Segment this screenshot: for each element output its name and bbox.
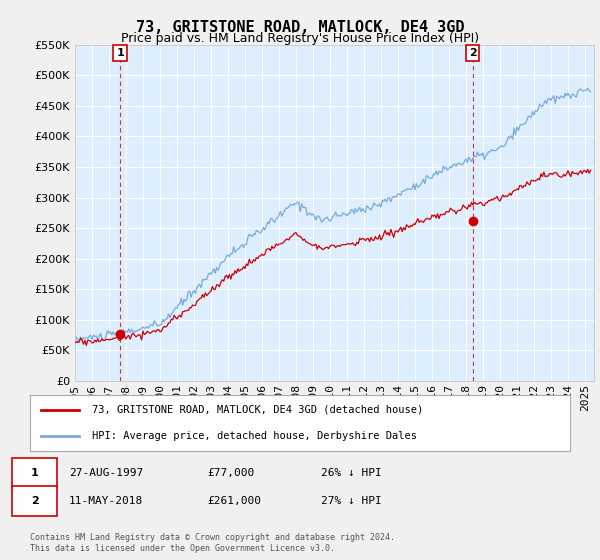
Text: 1: 1 xyxy=(116,48,124,58)
Text: 2: 2 xyxy=(469,48,476,58)
Text: 73, GRITSTONE ROAD, MATLOCK, DE4 3GD: 73, GRITSTONE ROAD, MATLOCK, DE4 3GD xyxy=(136,20,464,35)
Text: 2: 2 xyxy=(31,496,38,506)
Text: 73, GRITSTONE ROAD, MATLOCK, DE4 3GD (detached house): 73, GRITSTONE ROAD, MATLOCK, DE4 3GD (de… xyxy=(92,405,424,415)
Text: 1: 1 xyxy=(31,468,38,478)
Text: 26% ↓ HPI: 26% ↓ HPI xyxy=(321,468,382,478)
Text: HPI: Average price, detached house, Derbyshire Dales: HPI: Average price, detached house, Derb… xyxy=(92,431,417,441)
Text: 27-AUG-1997: 27-AUG-1997 xyxy=(69,468,143,478)
Text: 27% ↓ HPI: 27% ↓ HPI xyxy=(321,496,382,506)
Text: £261,000: £261,000 xyxy=(207,496,261,506)
Text: 11-MAY-2018: 11-MAY-2018 xyxy=(69,496,143,506)
Text: Contains HM Land Registry data © Crown copyright and database right 2024.
This d: Contains HM Land Registry data © Crown c… xyxy=(30,533,395,553)
Text: Price paid vs. HM Land Registry's House Price Index (HPI): Price paid vs. HM Land Registry's House … xyxy=(121,32,479,45)
Text: £77,000: £77,000 xyxy=(207,468,254,478)
